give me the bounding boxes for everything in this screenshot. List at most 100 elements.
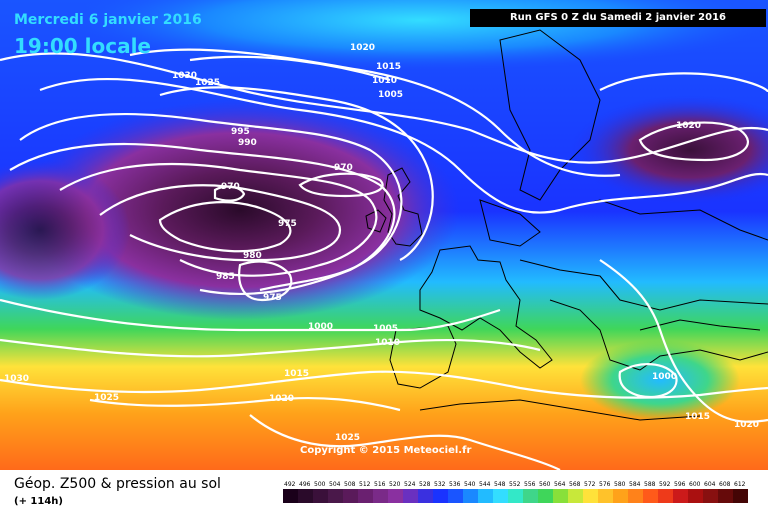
scale-swatch bbox=[478, 489, 493, 503]
scale-swatch bbox=[643, 489, 658, 503]
isobar-label: 1005 bbox=[378, 90, 403, 100]
scale-swatch bbox=[703, 489, 718, 503]
scale-swatch bbox=[523, 489, 538, 503]
scale-swatch bbox=[283, 489, 298, 503]
scale-tick-label: 524 bbox=[404, 481, 416, 488]
isobar-label: 1010 bbox=[372, 76, 397, 86]
scale-swatch bbox=[448, 489, 463, 503]
scale-swatch bbox=[313, 489, 328, 503]
isobar-label: 1025 bbox=[94, 393, 119, 403]
scale-tick-label: 520 bbox=[389, 481, 401, 488]
scale-tick-label: 584 bbox=[629, 481, 641, 488]
scale-swatch bbox=[403, 489, 418, 503]
isobar-label: 1030 bbox=[172, 71, 197, 81]
scale-tick-label: 528 bbox=[419, 481, 431, 488]
scale-swatch bbox=[733, 489, 748, 503]
isobar-label: 1020 bbox=[350, 43, 375, 53]
scale-swatch bbox=[538, 489, 553, 503]
scale-tick-label: 516 bbox=[374, 481, 386, 488]
scale-swatch bbox=[298, 489, 313, 503]
isobar-label: 995 bbox=[231, 127, 250, 137]
scale-tick-label: 508 bbox=[344, 481, 356, 488]
scale-tick-label: 600 bbox=[689, 481, 701, 488]
isobar-label: 1020 bbox=[676, 121, 701, 131]
isobar-label: 985 bbox=[216, 272, 235, 282]
scale-tick-label: 556 bbox=[524, 481, 536, 488]
valid-time: 19:00 locale bbox=[14, 34, 151, 58]
isobar-labels: 1020 1030 1025 1015 1010 1005 995 990 97… bbox=[4, 43, 759, 443]
isobar-label: 1020 bbox=[269, 394, 294, 404]
isobar-label: 1025 bbox=[335, 433, 360, 443]
low-pressure-core bbox=[20, 100, 460, 320]
scale-tick-label: 496 bbox=[299, 481, 311, 488]
scale-swatch bbox=[373, 489, 388, 503]
scale-tick-label: 608 bbox=[719, 481, 731, 488]
copyright: Copyright © 2015 Meteociel.fr bbox=[300, 445, 472, 456]
scale-tick-label: 532 bbox=[434, 481, 446, 488]
scale-swatch bbox=[583, 489, 598, 503]
scale-swatch bbox=[463, 489, 478, 503]
scale-tick-label: 544 bbox=[479, 481, 491, 488]
scale-tick-label: 588 bbox=[644, 481, 656, 488]
isobar-label: 1010 bbox=[375, 338, 400, 348]
isobar-label: 975 bbox=[263, 293, 282, 303]
scale-swatch bbox=[418, 489, 433, 503]
scale-tick-label: 492 bbox=[284, 481, 296, 488]
scale-tick-label: 612 bbox=[734, 481, 746, 488]
scale-swatch bbox=[508, 489, 523, 503]
scale-tick-label: 552 bbox=[509, 481, 521, 488]
scale-swatch bbox=[658, 489, 673, 503]
isobar-label: 970 bbox=[221, 182, 240, 192]
forecast-hour: (+ 114h) bbox=[14, 496, 63, 507]
scale-swatch bbox=[673, 489, 688, 503]
scale-swatch bbox=[493, 489, 508, 503]
scale-tick-label: 580 bbox=[614, 481, 626, 488]
scale-tick-label: 500 bbox=[314, 481, 326, 488]
geopotential-map: 1020 1030 1025 1015 1010 1005 995 990 97… bbox=[0, 0, 768, 470]
isobar-label: 1015 bbox=[284, 369, 309, 379]
scale-tick-label: 592 bbox=[659, 481, 671, 488]
scale-swatch bbox=[343, 489, 358, 503]
scale-swatch bbox=[553, 489, 568, 503]
isobar-label: 990 bbox=[238, 138, 257, 148]
isobar-label: 1000 bbox=[308, 322, 333, 332]
isobar-label: 980 bbox=[243, 251, 262, 261]
isobar-label: 1015 bbox=[376, 62, 401, 72]
scale-swatch bbox=[358, 489, 373, 503]
scale-tick-label: 572 bbox=[584, 481, 596, 488]
isobar-label: 1000 bbox=[652, 372, 677, 382]
scale-tick-label: 596 bbox=[674, 481, 686, 488]
isobars bbox=[0, 48, 768, 470]
scale-swatch bbox=[613, 489, 628, 503]
scale-swatch bbox=[568, 489, 583, 503]
valid-date: Mercredi 6 janvier 2016 bbox=[14, 12, 202, 28]
scale-swatch bbox=[388, 489, 403, 503]
isobar-label: 1030 bbox=[4, 374, 29, 384]
color-scale: 492 496 500 504 508 512 516 520 524 528 532 536 540 5… bbox=[283, 481, 748, 503]
low-pressure-west bbox=[0, 160, 130, 300]
scale-swatch bbox=[598, 489, 613, 503]
isobar-label: 970 bbox=[334, 163, 353, 173]
scale-tick-label: 568 bbox=[569, 481, 581, 488]
scale-swatch bbox=[433, 489, 448, 503]
scale-swatch bbox=[328, 489, 343, 503]
chart-caption: Géop. Z500 & pression au sol bbox=[14, 476, 221, 492]
scale-tick-label: 548 bbox=[494, 481, 506, 488]
isobar-label: 1025 bbox=[195, 78, 220, 88]
isobar-label: 1005 bbox=[373, 324, 398, 334]
scale-tick-label: 576 bbox=[599, 481, 611, 488]
scale-swatch bbox=[688, 489, 703, 503]
isobar-label: 1020 bbox=[734, 420, 759, 430]
scale-swatch bbox=[718, 489, 733, 503]
scale-tick-label: 560 bbox=[539, 481, 551, 488]
run-info: Run GFS 0 Z du Samedi 2 janvier 2016 bbox=[470, 9, 766, 27]
isobar-label: 975 bbox=[278, 219, 297, 229]
scale-tick-label: 536 bbox=[449, 481, 461, 488]
scale-swatch bbox=[628, 489, 643, 503]
scale-tick-label: 604 bbox=[704, 481, 716, 488]
scale-tick-label: 564 bbox=[554, 481, 566, 488]
isobar-label: 1015 bbox=[685, 412, 710, 422]
scale-tick-label: 540 bbox=[464, 481, 476, 488]
scale-tick-label: 504 bbox=[329, 481, 341, 488]
